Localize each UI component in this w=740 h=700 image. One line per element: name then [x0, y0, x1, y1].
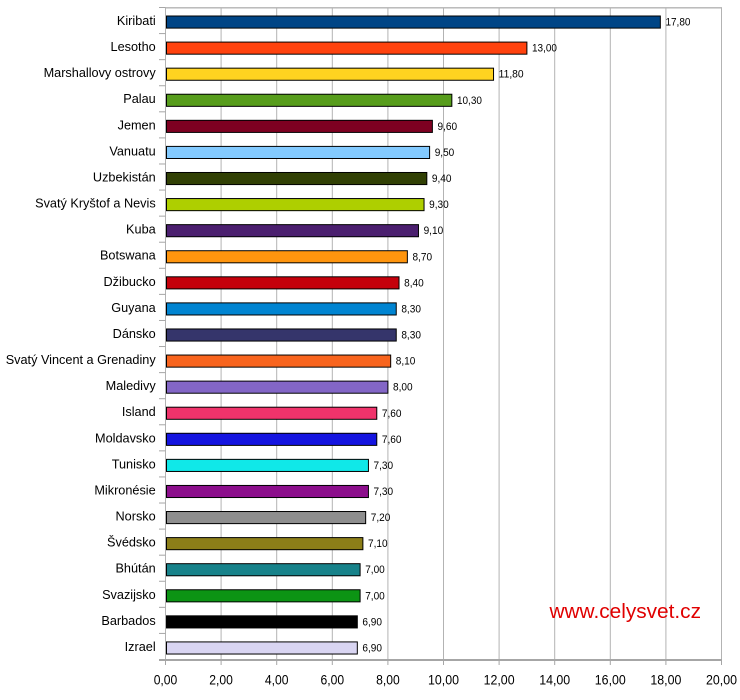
- svg-text:7,20: 7,20: [371, 512, 391, 524]
- svg-text:Tunisko: Tunisko: [112, 457, 156, 471]
- svg-text:7,10: 7,10: [368, 538, 388, 550]
- svg-text:Svatý Kryštof a Nevis: Svatý Kryštof a Nevis: [35, 197, 156, 211]
- svg-text:Jemen: Jemen: [118, 118, 156, 132]
- svg-text:9,30: 9,30: [429, 199, 449, 211]
- svg-text:Lesotho: Lesotho: [111, 40, 156, 54]
- svg-text:2,00: 2,00: [209, 673, 233, 688]
- svg-text:11,80: 11,80: [499, 69, 524, 81]
- svg-text:10,00: 10,00: [428, 673, 459, 688]
- svg-text:Dánsko: Dánsko: [113, 327, 156, 341]
- svg-text:Džibucko: Džibucko: [104, 275, 156, 289]
- svg-text:www.celysvet.cz: www.celysvet.cz: [548, 601, 701, 623]
- svg-text:0,00: 0,00: [154, 673, 178, 688]
- svg-text:Marshallovy ostrovy: Marshallovy ostrovy: [44, 66, 157, 80]
- svg-text:Izrael: Izrael: [125, 640, 156, 654]
- svg-text:9,50: 9,50: [435, 147, 455, 159]
- svg-text:Kiribati: Kiribati: [117, 14, 156, 28]
- svg-text:8,10: 8,10: [396, 356, 416, 368]
- svg-text:9,10: 9,10: [424, 225, 444, 237]
- svg-text:13,00: 13,00: [532, 43, 557, 55]
- svg-text:Bhútán: Bhútán: [115, 562, 155, 576]
- svg-text:Kuba: Kuba: [126, 223, 157, 237]
- svg-text:Island: Island: [122, 405, 156, 419]
- svg-text:Mikronésie: Mikronésie: [94, 483, 155, 497]
- svg-text:Uzbekistán: Uzbekistán: [93, 170, 156, 184]
- svg-text:9,40: 9,40: [432, 173, 452, 185]
- svg-text:9,60: 9,60: [437, 121, 457, 133]
- svg-text:8,70: 8,70: [412, 251, 432, 263]
- svg-text:Švédsko: Švédsko: [107, 535, 156, 550]
- svg-text:7,60: 7,60: [382, 434, 402, 446]
- svg-text:Barbados: Barbados: [101, 614, 155, 628]
- svg-text:6,90: 6,90: [362, 642, 382, 654]
- svg-text:7,00: 7,00: [365, 590, 385, 602]
- svg-text:8,30: 8,30: [401, 330, 421, 342]
- svg-text:16,00: 16,00: [595, 673, 626, 688]
- svg-text:7,00: 7,00: [365, 564, 385, 576]
- svg-text:Svazijsko: Svazijsko: [102, 588, 156, 602]
- svg-text:Svatý Vincent a Grenadiny: Svatý Vincent a Grenadiny: [6, 353, 157, 367]
- svg-text:18,00: 18,00: [650, 673, 681, 688]
- svg-text:10,30: 10,30: [457, 95, 482, 107]
- svg-text:8,40: 8,40: [404, 277, 424, 289]
- svg-text:4,00: 4,00: [265, 673, 289, 688]
- svg-text:6,00: 6,00: [321, 673, 345, 688]
- svg-text:7,60: 7,60: [382, 408, 402, 420]
- svg-text:6,90: 6,90: [362, 616, 382, 628]
- svg-text:8,00: 8,00: [376, 673, 400, 688]
- svg-text:7,30: 7,30: [374, 460, 394, 472]
- svg-text:20,00: 20,00: [706, 673, 737, 688]
- svg-text:8,30: 8,30: [401, 303, 421, 315]
- svg-text:Norsko: Norsko: [116, 510, 156, 524]
- svg-text:12,00: 12,00: [484, 673, 515, 688]
- svg-text:7,30: 7,30: [374, 486, 394, 498]
- svg-text:Vanuatu: Vanuatu: [109, 144, 155, 158]
- svg-text:Moldavsko: Moldavsko: [95, 431, 156, 445]
- svg-text:17,80: 17,80: [665, 17, 690, 29]
- svg-text:Botswana: Botswana: [100, 249, 157, 263]
- svg-text:Palau: Palau: [123, 92, 155, 106]
- svg-text:14,00: 14,00: [539, 673, 570, 688]
- svg-text:Guyana: Guyana: [111, 301, 156, 315]
- svg-text:8,00: 8,00: [393, 382, 413, 394]
- svg-text:Maledivy: Maledivy: [106, 379, 157, 393]
